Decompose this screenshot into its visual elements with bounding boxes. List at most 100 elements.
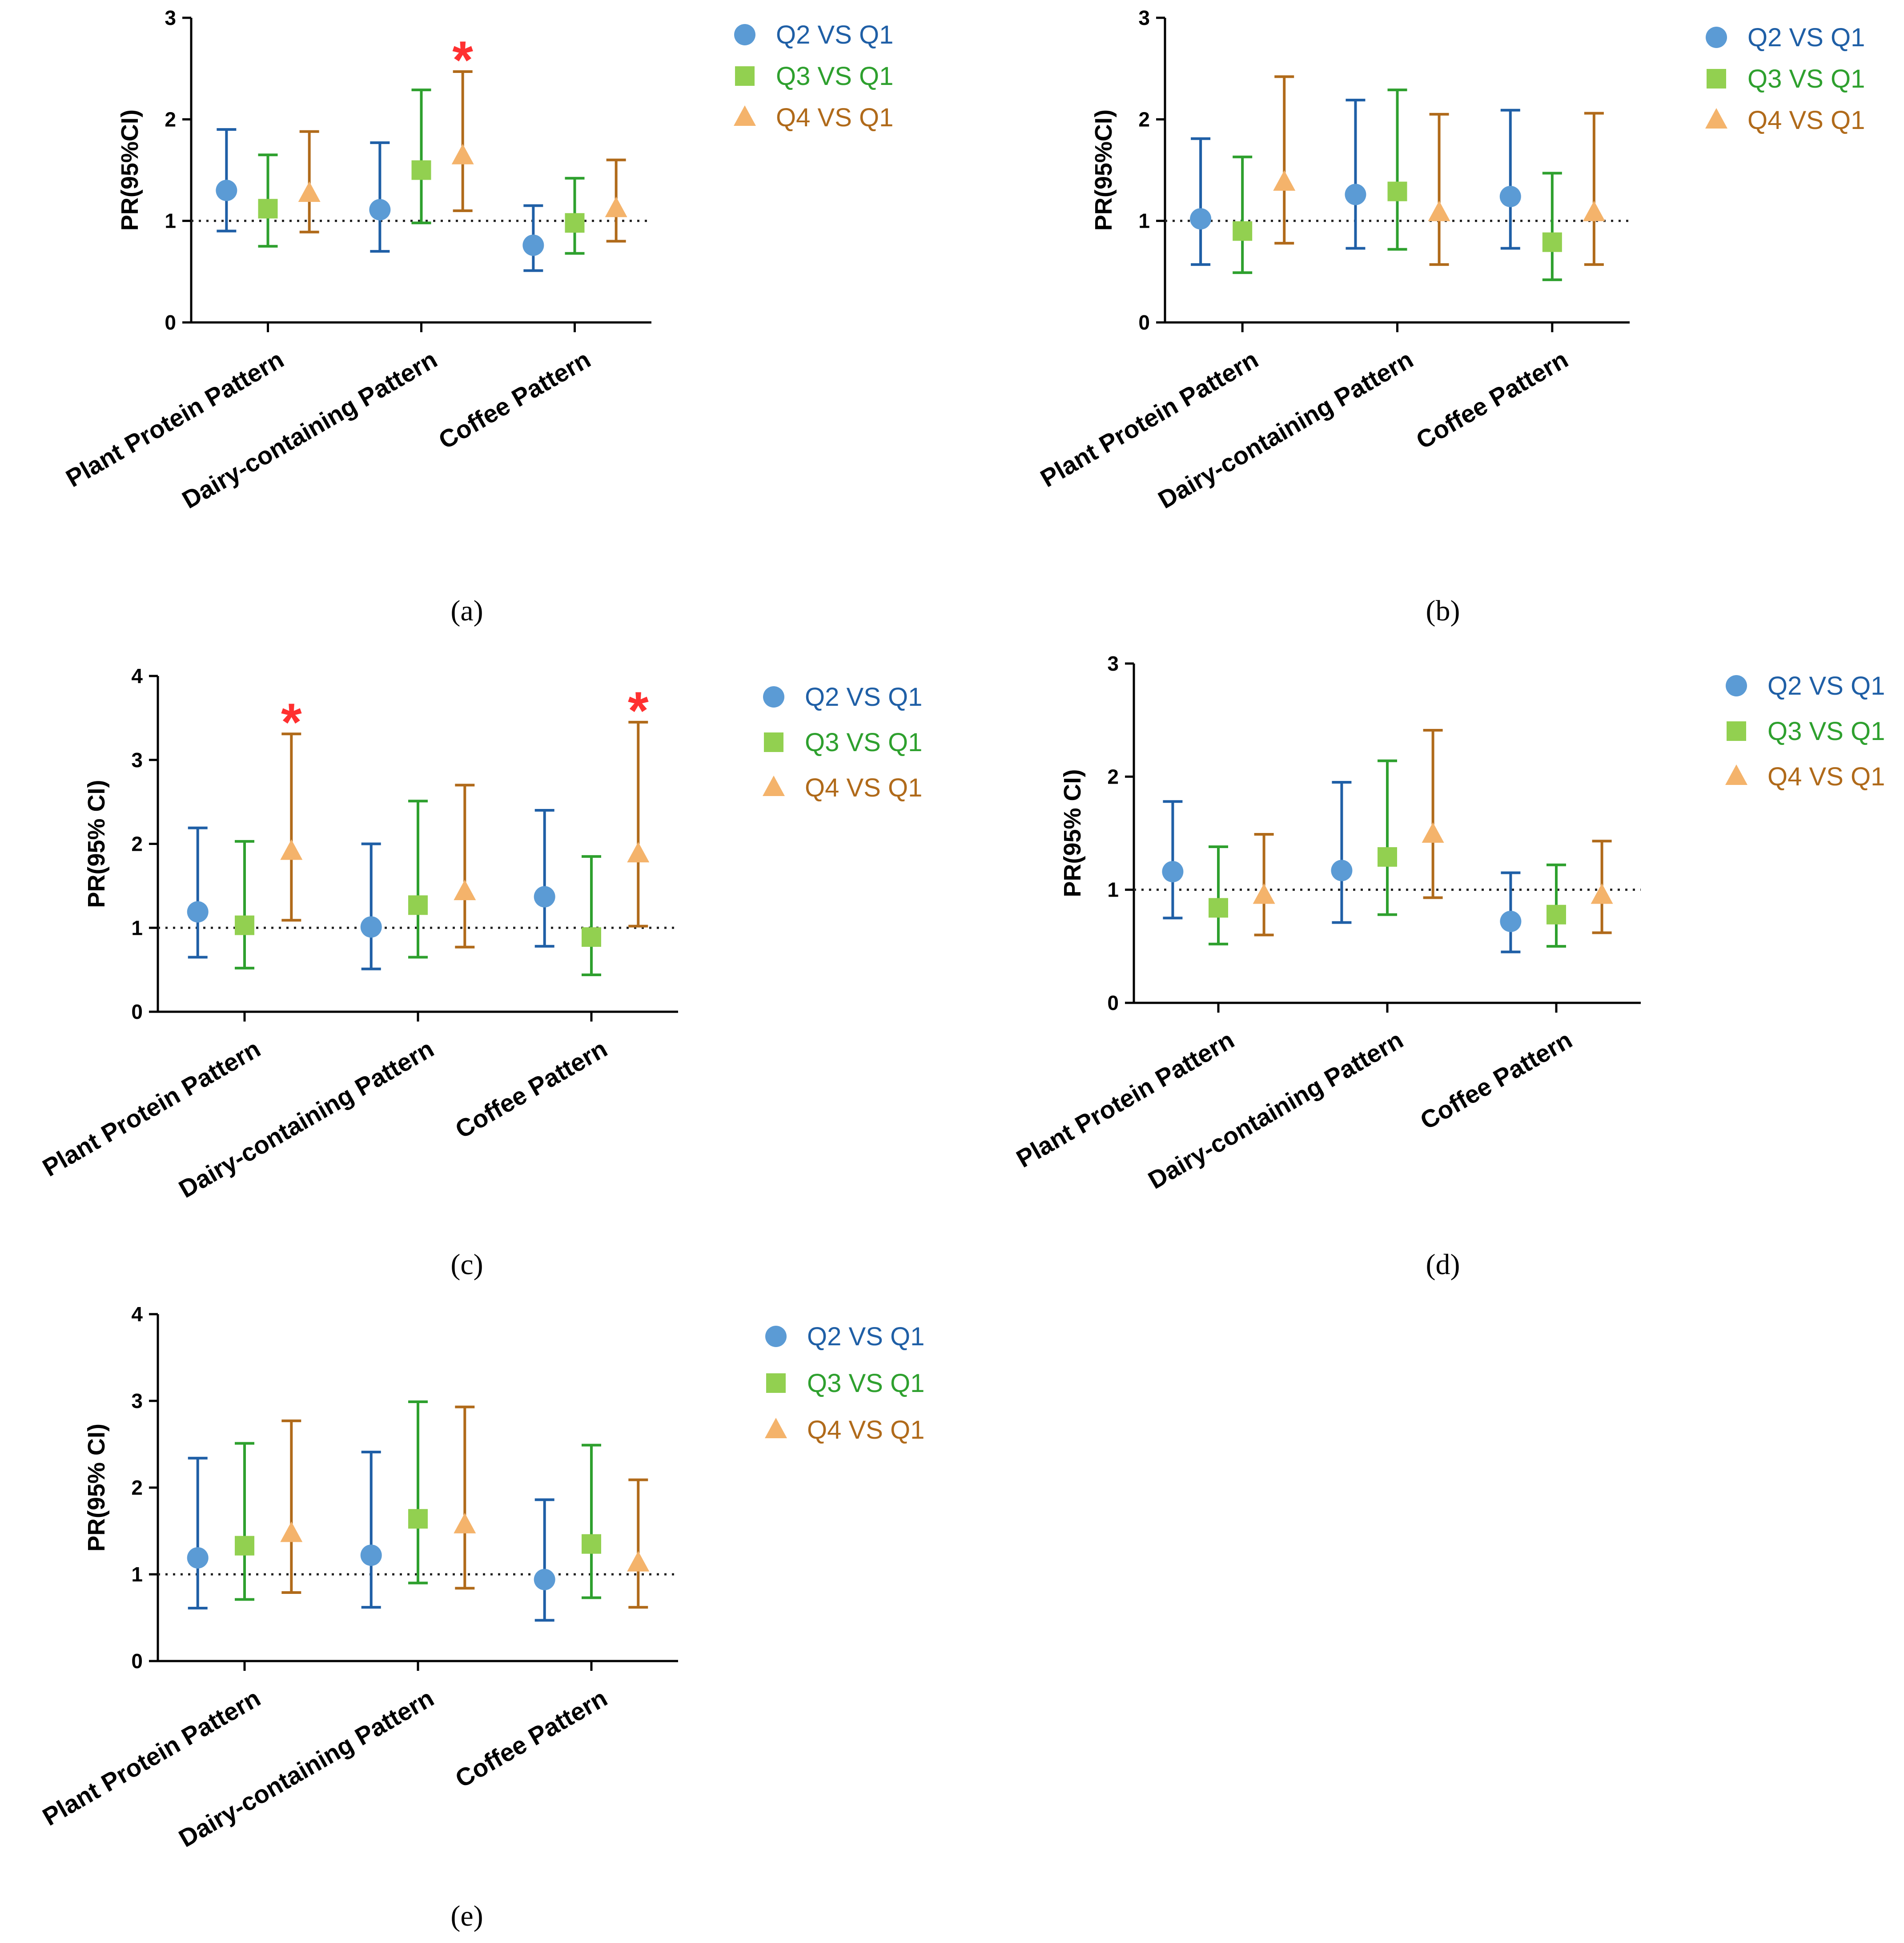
y-tick-label: 1 (131, 916, 143, 939)
data-point (522, 234, 544, 256)
error-bar (582, 1444, 601, 1599)
data-point (1583, 201, 1605, 221)
data-point (1387, 181, 1407, 201)
legend-marker (763, 686, 784, 708)
legend-entry: Q3 VS Q1 (1727, 717, 1885, 746)
panel-label: (d) (1426, 1248, 1460, 1281)
legend-marker (734, 24, 755, 45)
y-tick-label: 0 (165, 311, 176, 334)
legend-label: Q2 VS Q1 (807, 1322, 924, 1351)
legend-entry: Q2 VS Q1 (734, 20, 893, 49)
error-bar (453, 70, 473, 212)
legend-entry: Q2 VS Q1 (1706, 23, 1865, 52)
error-bar (628, 1478, 648, 1609)
data-point (187, 901, 209, 923)
legend-label: Q2 VS Q1 (805, 683, 922, 712)
error-bar (281, 732, 301, 922)
legend-marker (1725, 764, 1747, 785)
legend-marker (765, 1326, 787, 1347)
data-point (582, 1534, 601, 1554)
error-bar (1429, 113, 1449, 266)
legend-marker (764, 732, 783, 752)
y-axis-label: PR(95%CI) (116, 109, 143, 231)
y-axis-label: PR(95% CI) (1059, 769, 1086, 897)
x-tick-label: Coffee Pattern (434, 345, 595, 455)
legend-entry: Q2 VS Q1 (763, 683, 922, 712)
error-bar (1584, 112, 1604, 266)
y-tick-label: 1 (165, 209, 176, 233)
data-point (1546, 905, 1566, 925)
error-bar (281, 1419, 301, 1594)
error-bar (1346, 98, 1366, 250)
error-bar (361, 842, 381, 970)
legend-entry: Q4 VS Q1 (1725, 762, 1885, 791)
x-tick-label: Coffee Pattern (450, 1034, 612, 1144)
error-bar (411, 89, 431, 225)
data-point (565, 213, 585, 233)
legend-entry: Q3 VS Q1 (1707, 64, 1865, 93)
error-bar (1378, 759, 1397, 916)
data-point (298, 181, 321, 202)
legend-label: Q3 VS Q1 (1747, 64, 1865, 93)
y-tick-label: 1 (131, 1563, 143, 1586)
error-bar (361, 1451, 381, 1609)
error-bar (235, 840, 254, 969)
data-point (1345, 184, 1366, 205)
y-axis-label: PR(95% CI) (83, 1424, 110, 1552)
significance-star: * (281, 692, 302, 752)
legend-label: Q4 VS Q1 (807, 1416, 924, 1444)
data-point (1233, 221, 1253, 241)
error-bar (455, 1405, 475, 1590)
legend-entry: Q4 VS Q1 (763, 773, 922, 802)
y-tick-label: 3 (131, 1389, 143, 1412)
data-point (408, 895, 428, 915)
data-point (235, 915, 254, 935)
y-tick-label: 4 (131, 664, 143, 688)
legend-entry: Q2 VS Q1 (765, 1322, 924, 1351)
data-point (1499, 185, 1521, 207)
data-point (408, 1509, 428, 1529)
data-point (627, 842, 650, 863)
significance-star: * (628, 681, 649, 740)
legend-entry: Q3 VS Q1 (735, 62, 893, 91)
legend-entry: Q4 VS Q1 (1705, 106, 1865, 135)
panel-label: (c) (450, 1248, 483, 1281)
legend-label: Q3 VS Q1 (807, 1369, 924, 1398)
error-bar (1332, 781, 1352, 924)
x-tick-label: Dairy-containing Pattern (1153, 345, 1418, 514)
error-bar (628, 720, 648, 928)
error-bar (582, 855, 601, 976)
y-tick-label: 4 (131, 1303, 143, 1326)
y-tick-label: 2 (1138, 108, 1150, 131)
y-tick-label: 0 (131, 1000, 143, 1023)
y-tick-label: 3 (1138, 6, 1150, 29)
legend-entry: Q4 VS Q1 (765, 1416, 924, 1444)
legend-marker (1705, 108, 1727, 129)
legend-entry: Q3 VS Q1 (766, 1369, 924, 1398)
y-tick-label: 2 (1107, 765, 1119, 788)
legend-marker (766, 1373, 786, 1393)
data-point (258, 199, 278, 219)
error-bar (235, 1442, 254, 1601)
legend-label: Q2 VS Q1 (1767, 672, 1885, 700)
legend-entry: Q3 VS Q1 (764, 728, 922, 757)
panel-label: (a) (450, 595, 483, 627)
legend-marker (1727, 721, 1746, 741)
y-tick-label: 0 (1138, 311, 1150, 334)
legend-marker (763, 776, 785, 796)
legend-marker (1707, 69, 1726, 89)
data-point (627, 1551, 650, 1572)
error-bar (188, 826, 208, 959)
data-point (451, 144, 474, 165)
data-point (605, 197, 627, 217)
data-point (1542, 232, 1562, 252)
y-tick-label: 1 (1138, 209, 1150, 233)
y-tick-label: 3 (165, 6, 176, 29)
y-tick-label: 2 (165, 108, 176, 131)
legend-label: Q4 VS Q1 (776, 103, 893, 132)
legend-marker (735, 66, 755, 86)
